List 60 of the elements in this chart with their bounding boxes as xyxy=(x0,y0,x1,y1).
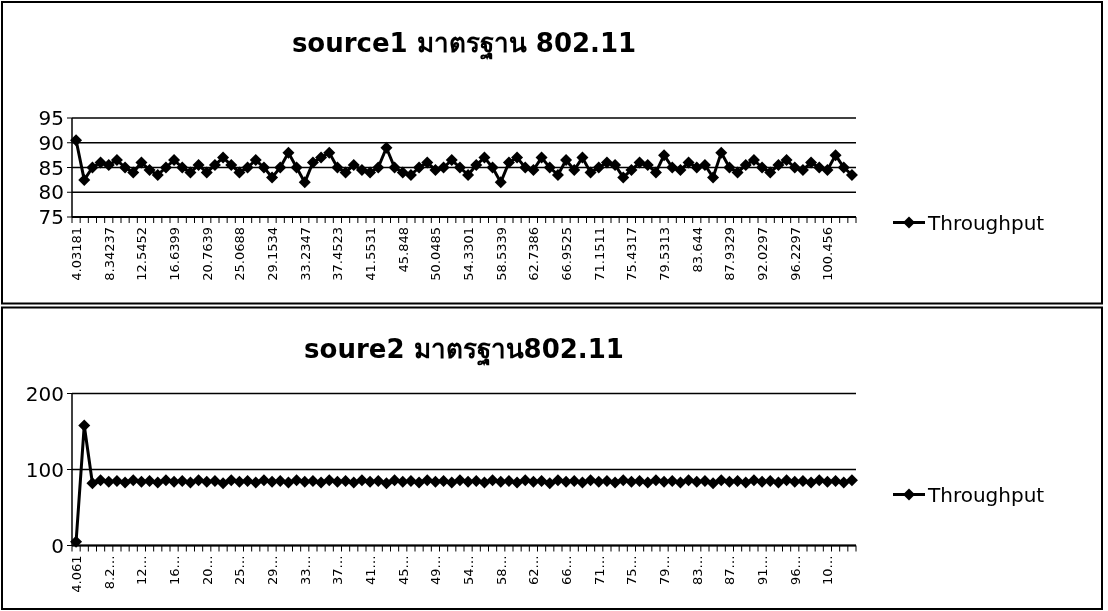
legend-label: Throughput xyxy=(927,210,1045,235)
x-tick-label: 49… xyxy=(428,555,444,586)
chart-title: source1 มาตรฐาน 802.11 xyxy=(291,28,637,61)
x-tick-label: 79.5313 xyxy=(657,227,673,281)
x-tick-label: 37… xyxy=(330,555,346,586)
x-tick-label: 54.3301 xyxy=(461,227,477,281)
x-tick-label: 91… xyxy=(755,555,771,586)
x-tick-label: 25.0688 xyxy=(232,227,248,281)
x-tick-label: 62… xyxy=(526,555,542,586)
y-tick-label: 75 xyxy=(38,205,64,229)
x-tick-label: 41… xyxy=(363,555,379,586)
x-tick-label: 71.1511 xyxy=(591,227,607,281)
y-tick-label: 85 xyxy=(38,155,64,180)
x-tick-label: 66… xyxy=(559,555,575,586)
x-tick-label: 96… xyxy=(787,555,803,586)
x-tick-label: 12.5452 xyxy=(134,227,150,281)
x-tick-label: 12… xyxy=(134,555,150,586)
x-tick-label: 71… xyxy=(591,555,607,586)
x-tick-label: 92.0297 xyxy=(755,227,771,281)
y-tick-label: 0 xyxy=(51,533,64,558)
x-tick-label: 66.9525 xyxy=(559,227,575,281)
x-tick-label: 4.061 xyxy=(69,555,85,593)
x-tick-label: 50.0485 xyxy=(428,227,444,281)
x-tick-label: 4.03181 xyxy=(69,227,85,281)
x-tick-label: 79… xyxy=(657,555,673,586)
x-tick-label: 58… xyxy=(493,555,509,586)
x-tick-label: 20.7639 xyxy=(199,227,215,281)
y-tick-label: 100 xyxy=(25,457,64,482)
x-tick-label: 20… xyxy=(199,555,215,586)
x-tick-label: 29.1534 xyxy=(265,227,281,281)
y-tick-label: 80 xyxy=(38,180,64,205)
x-tick-label: 29… xyxy=(265,555,281,586)
x-tick-label: 10… xyxy=(820,555,836,586)
x-tick-label: 75.4317 xyxy=(624,227,640,281)
x-tick-label: 41.5531 xyxy=(363,227,379,281)
x-tick-label: 75… xyxy=(624,555,640,586)
x-tick-label: 62.7386 xyxy=(526,227,542,281)
x-tick-label: 37.4523 xyxy=(330,227,346,281)
x-tick-label: 96.2297 xyxy=(787,227,803,281)
x-tick-label: 33.2347 xyxy=(297,227,313,281)
x-tick-label: 83.644 xyxy=(689,227,705,273)
y-tick-label: 200 xyxy=(25,381,64,406)
x-tick-label: 83… xyxy=(689,555,705,586)
x-tick-label: 16.6399 xyxy=(167,227,183,281)
x-tick-label: 45.848 xyxy=(395,227,411,273)
x-tick-label: 25… xyxy=(232,555,248,586)
x-tick-label: 45… xyxy=(395,555,411,586)
x-tick-label: 33… xyxy=(297,555,313,586)
x-tick-label: 87… xyxy=(722,555,738,586)
x-tick-label: 54… xyxy=(461,555,477,586)
chart-title: soure2 มาตรฐาน802.11 xyxy=(304,333,624,367)
y-tick-label: 90 xyxy=(38,130,64,155)
x-tick-label: 8.2… xyxy=(101,555,117,590)
x-tick-label: 87.9329 xyxy=(722,227,738,281)
x-tick-label: 16… xyxy=(167,555,183,586)
x-tick-label: 100.456 xyxy=(820,227,836,281)
x-tick-label: 8.34237 xyxy=(101,227,117,281)
x-tick-label: 58.5339 xyxy=(493,227,509,281)
y-tick-label: 95 xyxy=(38,106,64,130)
legend-label: Throughput xyxy=(927,482,1045,507)
